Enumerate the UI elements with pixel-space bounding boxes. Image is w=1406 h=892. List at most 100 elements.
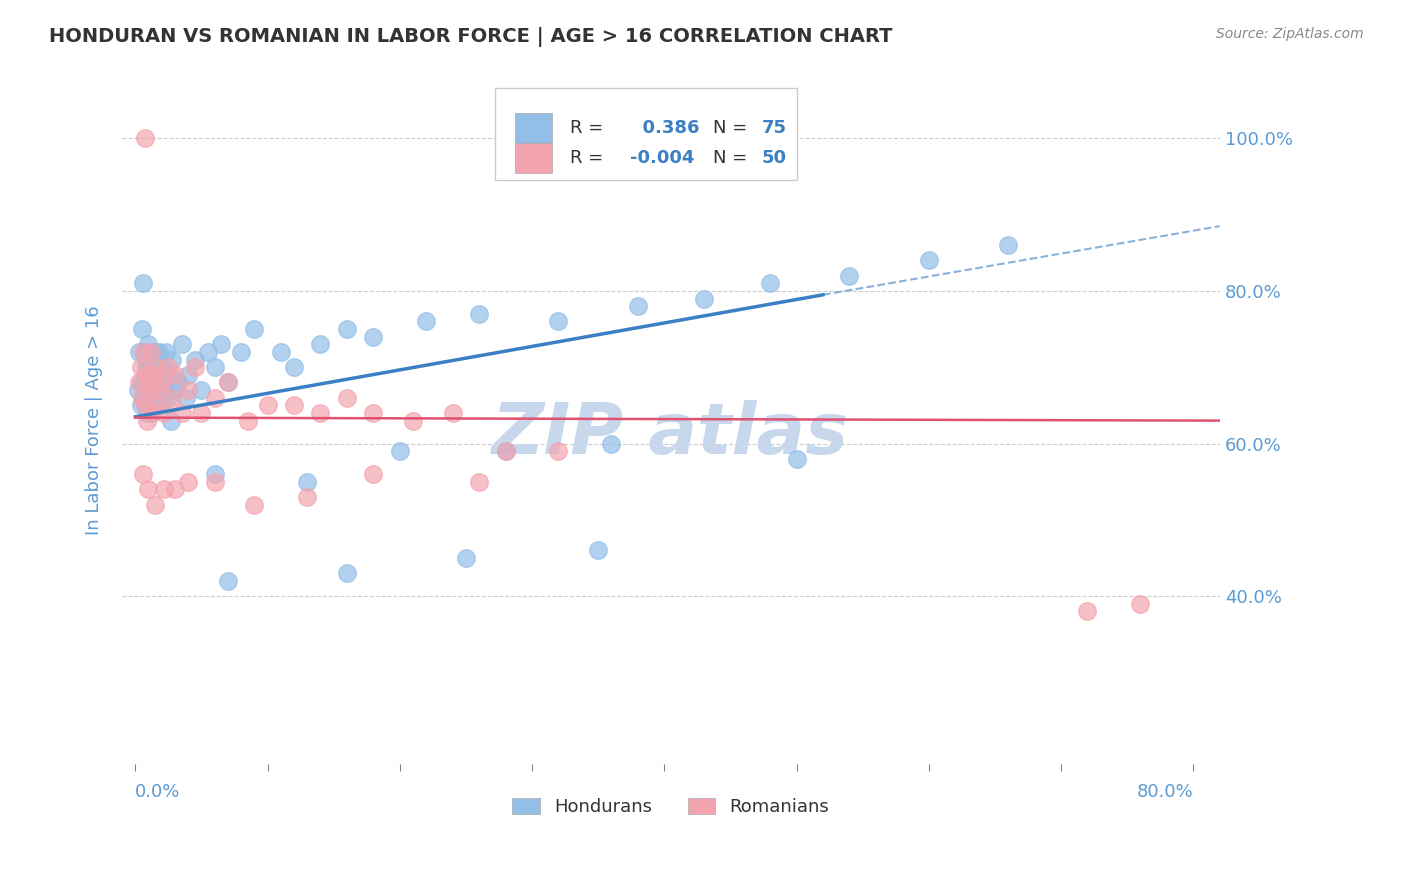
Text: 0.386: 0.386 [630,119,700,137]
Point [142,383,165,397]
Point [136,406,159,420]
Point [190,383,212,397]
Point [363,467,385,481]
Point [143,498,166,512]
Text: HONDURAN VS ROMANIAN IN LABOR FORCE | AGE > 16 CORRELATION CHART: HONDURAN VS ROMANIAN IN LABOR FORCE | AG… [49,27,893,46]
Point [138,376,160,390]
Point [150,376,173,390]
Point [236,414,259,428]
Point [184,360,207,375]
Point [309,406,332,420]
Point [454,550,477,565]
Point [145,360,167,375]
Point [217,376,239,390]
Text: N =: N = [713,149,747,167]
Point [1129,597,1152,611]
Point [468,307,491,321]
Point [146,383,169,397]
Point [336,322,359,336]
Point [163,383,186,397]
Text: 80.0%: 80.0% [1136,783,1194,801]
Point [402,414,425,428]
Point [547,314,569,328]
FancyBboxPatch shape [495,87,797,180]
Point [1076,604,1098,618]
Point [177,368,200,382]
Point [243,322,266,336]
Text: 0.0%: 0.0% [135,783,180,801]
Point [160,414,183,428]
Point [132,345,155,359]
Point [131,376,153,390]
Legend: Hondurans, Romanians: Hondurans, Romanians [505,790,837,823]
Point [270,345,292,359]
Point [693,292,716,306]
Point [309,337,332,351]
Point [159,368,181,382]
Point [283,398,305,412]
Point [336,391,359,405]
Text: -0.004: -0.004 [630,149,695,167]
Text: 50: 50 [762,149,787,167]
Text: Source: ZipAtlas.com: Source: ZipAtlas.com [1216,27,1364,41]
Point [129,360,152,375]
Point [134,131,156,145]
Point [295,490,318,504]
Point [388,444,411,458]
Point [627,299,650,313]
Point [134,398,156,412]
Point [217,376,239,390]
Point [229,345,252,359]
Point [128,376,150,390]
Text: R =: R = [569,119,603,137]
Point [918,253,941,268]
Point [204,391,226,405]
Point [139,383,162,397]
Point [495,444,517,458]
Point [547,444,569,458]
Point [148,376,170,390]
Point [139,360,162,375]
Point [139,345,162,359]
Point [174,391,197,405]
Point [127,383,149,397]
Point [129,398,152,412]
FancyBboxPatch shape [515,143,553,173]
Point [141,406,163,420]
Point [997,238,1019,252]
Point [141,406,163,420]
Point [204,360,226,375]
Point [163,483,186,497]
Point [135,398,157,412]
Point [170,337,193,351]
Point [150,360,173,375]
Y-axis label: In Labor Force | Age > 16: In Labor Force | Age > 16 [86,306,103,535]
Point [162,391,184,405]
Point [217,574,239,588]
Point [295,475,318,489]
Point [153,483,176,497]
Point [149,398,172,412]
Point [138,383,160,397]
Point [586,543,609,558]
Point [157,391,180,405]
Point [336,566,359,581]
Text: 75: 75 [762,119,787,137]
Point [153,376,176,390]
Point [838,268,860,283]
Point [184,352,207,367]
Point [143,368,166,382]
Point [157,360,180,375]
Text: N =: N = [713,119,747,137]
Point [177,475,200,489]
Point [131,322,153,336]
Point [148,345,170,359]
Point [243,498,266,512]
Point [162,352,184,367]
Point [152,383,174,397]
Point [166,376,188,390]
Point [363,330,385,344]
Point [135,360,157,375]
Point [128,345,150,359]
Point [495,444,517,458]
